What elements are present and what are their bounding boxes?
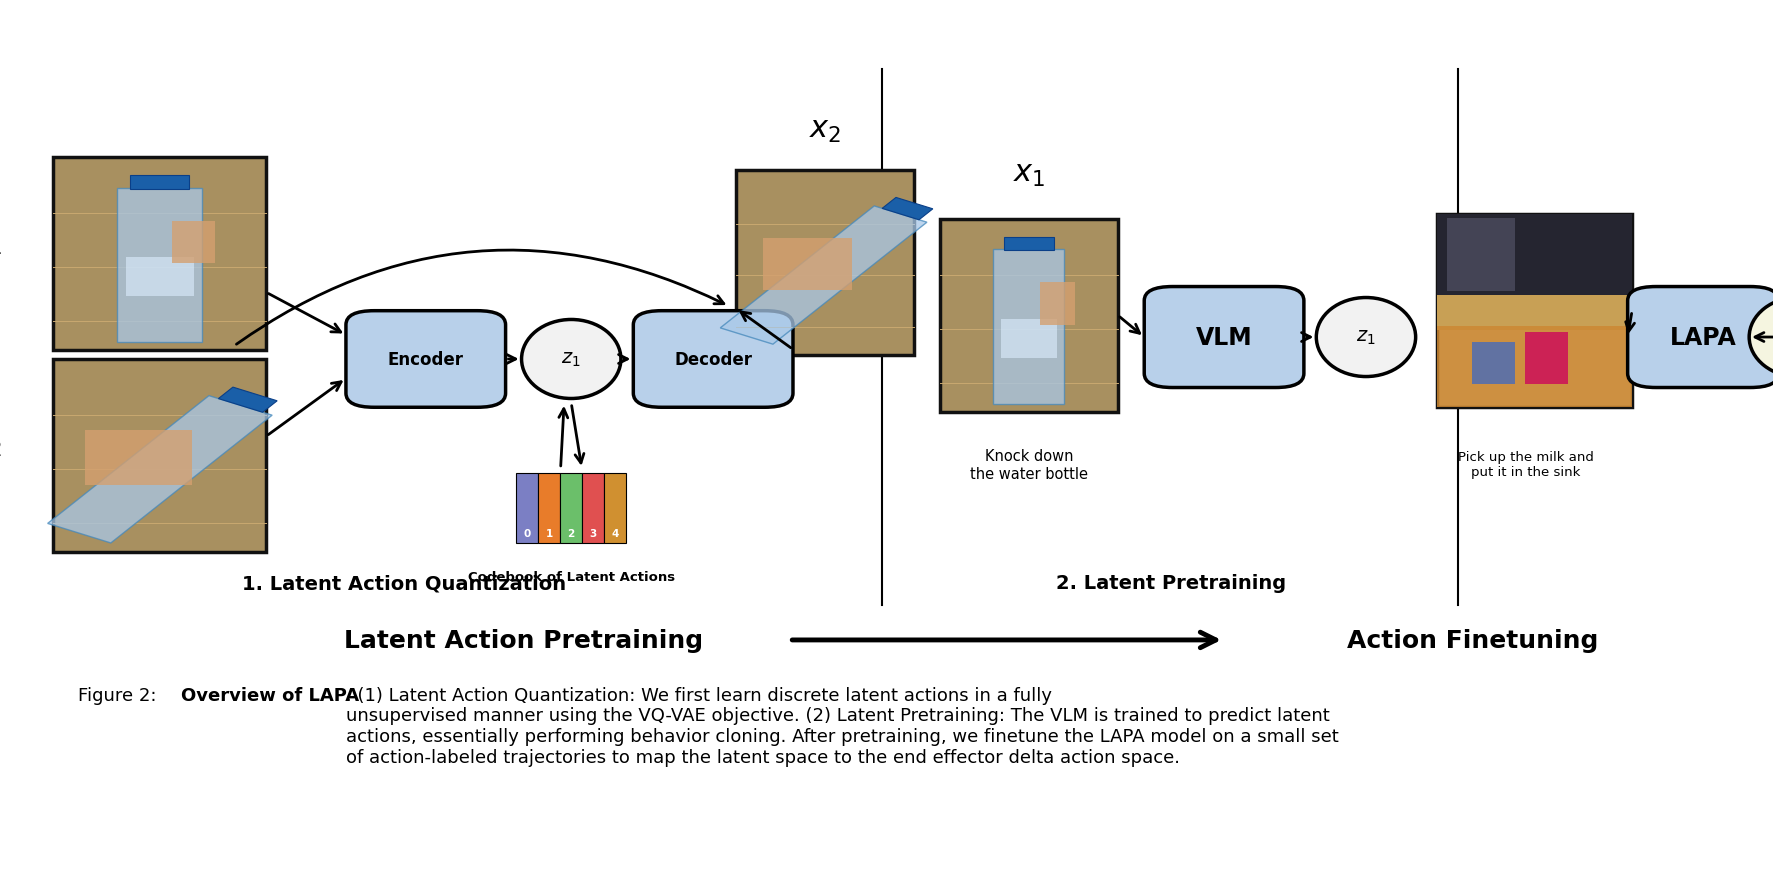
- Bar: [85, 431, 191, 485]
- Text: Figure 2:: Figure 2:: [78, 686, 161, 704]
- Text: Latent Action Pretraining: Latent Action Pretraining: [344, 628, 702, 652]
- Bar: [172, 222, 215, 264]
- Bar: [940, 219, 1117, 412]
- Bar: [53, 158, 266, 351]
- FancyBboxPatch shape: [633, 311, 793, 408]
- Ellipse shape: [1748, 297, 1773, 378]
- Bar: [993, 250, 1064, 404]
- Bar: [1039, 283, 1074, 325]
- Text: 1. Latent Action Quantization: 1. Latent Action Quantization: [243, 574, 566, 593]
- Bar: [126, 258, 193, 296]
- Text: 4: 4: [612, 528, 619, 538]
- Bar: [516, 474, 537, 544]
- Bar: [582, 474, 605, 544]
- Text: Action Finetuning: Action Finetuning: [1346, 628, 1597, 652]
- Text: $x_1$: $x_1$: [0, 225, 2, 257]
- Bar: [1000, 319, 1057, 358]
- Bar: [1436, 327, 1631, 408]
- Text: $z_1$: $z_1$: [560, 351, 582, 368]
- Text: Decoder: Decoder: [674, 351, 752, 368]
- Bar: [129, 176, 190, 189]
- Ellipse shape: [1316, 298, 1415, 377]
- Text: Codebook of Latent Actions: Codebook of Latent Actions: [468, 571, 674, 583]
- FancyBboxPatch shape: [1628, 288, 1773, 388]
- Bar: [1436, 296, 1631, 331]
- Bar: [560, 474, 582, 544]
- Ellipse shape: [521, 320, 621, 399]
- Bar: [1447, 218, 1514, 292]
- Bar: [48, 396, 271, 544]
- Bar: [605, 474, 626, 544]
- Text: LAPA: LAPA: [1668, 325, 1736, 350]
- Bar: [1525, 332, 1567, 385]
- Bar: [218, 388, 277, 413]
- Text: 2. Latent Pretraining: 2. Latent Pretraining: [1055, 574, 1285, 593]
- Bar: [1472, 342, 1514, 385]
- Text: 2: 2: [567, 528, 574, 538]
- Bar: [53, 360, 266, 553]
- Text: . (1) Latent Action Quantization: We first learn discrete latent actions in a fu: . (1) Latent Action Quantization: We fir…: [346, 686, 1339, 766]
- FancyBboxPatch shape: [346, 311, 505, 408]
- Text: 0: 0: [523, 528, 530, 538]
- Text: Encoder: Encoder: [388, 351, 463, 368]
- Text: $x_2$: $x_2$: [808, 113, 840, 145]
- Text: VLM: VLM: [1195, 325, 1252, 350]
- Bar: [720, 207, 927, 345]
- Bar: [736, 171, 913, 355]
- Text: 1: 1: [546, 528, 553, 538]
- Text: Pick up the milk and
put it in the sink: Pick up the milk and put it in the sink: [1457, 451, 1592, 479]
- Text: Overview of LAPA: Overview of LAPA: [181, 686, 358, 704]
- Text: $x_1$: $x_1$: [1012, 158, 1044, 189]
- Bar: [881, 198, 933, 220]
- Bar: [1436, 215, 1631, 302]
- Text: Knock down
the water bottle: Knock down the water bottle: [970, 449, 1087, 481]
- Bar: [1436, 215, 1631, 408]
- Bar: [537, 474, 560, 544]
- Text: $x_2$: $x_2$: [0, 427, 2, 459]
- Bar: [117, 189, 202, 343]
- FancyBboxPatch shape: [1144, 288, 1303, 388]
- Bar: [762, 239, 851, 291]
- Bar: [1004, 238, 1053, 251]
- Text: 3: 3: [589, 528, 596, 538]
- Text: $z_1$: $z_1$: [1355, 329, 1376, 346]
